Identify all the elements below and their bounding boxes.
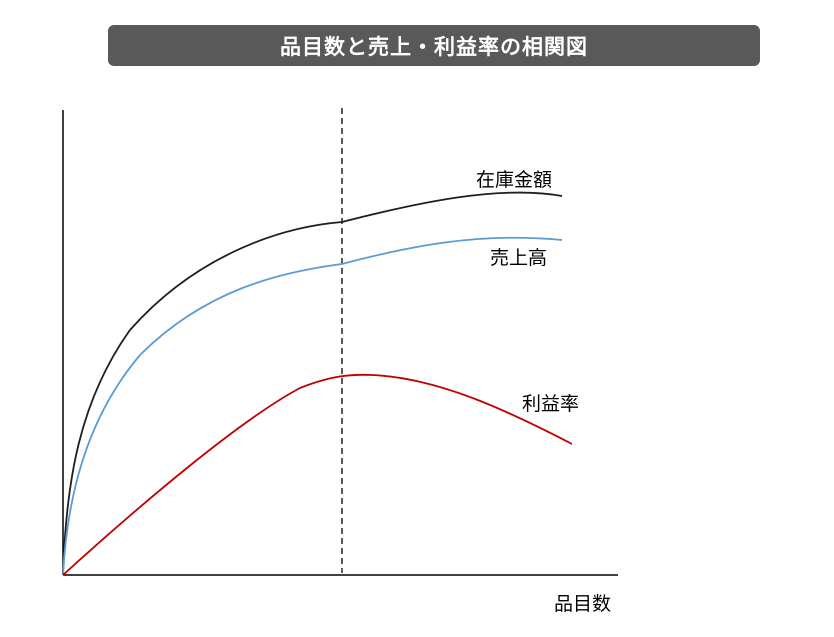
x-axis-label: 品目数 <box>554 593 611 615</box>
sales-curve <box>62 236 563 576</box>
diagram-title: 品目数と売上・利益率の相関図 <box>280 34 588 59</box>
title-banner: 品目数と売上・利益率の相関図 <box>108 25 760 66</box>
profit-rate-label: 利益率 <box>522 393 579 415</box>
inventory-amount-label: 在庫金額 <box>476 169 552 191</box>
inventory-amount-curve <box>62 191 563 576</box>
profit-rate-curve <box>62 373 573 576</box>
sales-label: 売上高 <box>490 247 547 269</box>
